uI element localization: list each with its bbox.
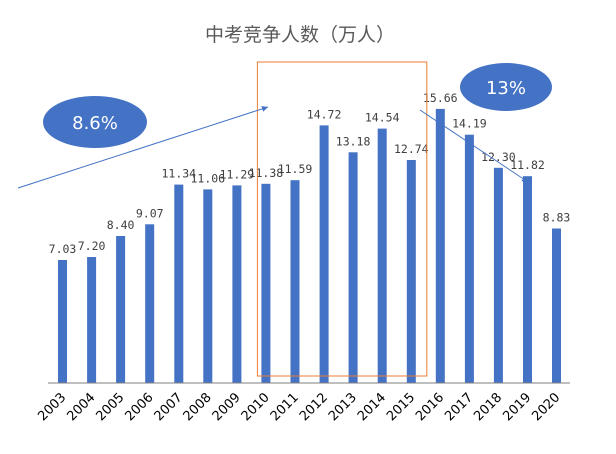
bar-2013 <box>348 152 358 383</box>
decline-bubble-shape <box>460 63 552 111</box>
x-axis-tick-labels: 2003200420052006200720082009201020112012… <box>35 390 563 424</box>
x-tick-2010: 2010 <box>239 390 273 424</box>
x-tick-2013: 2013 <box>326 390 360 424</box>
bar-2007 <box>174 184 184 383</box>
bar-2005 <box>116 236 126 383</box>
bar-series <box>58 108 561 384</box>
bar-2006 <box>145 224 155 383</box>
x-tick-2014: 2014 <box>355 390 389 424</box>
x-tick-2004: 2004 <box>64 390 98 424</box>
value-label-2011: 11.59 <box>278 162 313 176</box>
x-tick-2008: 2008 <box>181 390 215 424</box>
bar-2004 <box>87 257 97 383</box>
bar-2020 <box>552 228 561 383</box>
bar-2008 <box>203 189 213 383</box>
x-tick-2006: 2006 <box>123 390 157 424</box>
x-tick-2016: 2016 <box>413 390 447 424</box>
bar-2009 <box>232 185 242 383</box>
x-tick-2012: 2012 <box>297 390 331 424</box>
decline-trend-arrow <box>419 109 529 183</box>
bar-2011 <box>290 180 300 383</box>
value-label-2016: 15.66 <box>423 91 458 105</box>
x-tick-2018: 2018 <box>471 390 505 424</box>
x-tick-2017: 2017 <box>442 390 476 424</box>
growth-trend-arrow <box>17 105 269 189</box>
x-tick-2005: 2005 <box>93 390 127 424</box>
value-label-2012: 14.72 <box>307 107 342 121</box>
bar-2015 <box>406 160 416 383</box>
bar-2012 <box>319 125 329 384</box>
bar-2014 <box>377 128 387 383</box>
value-labels: 7.03 7.208.409.0711.3411.0611.2911.3811.5… <box>49 91 571 256</box>
value-label-2006: 9.07 <box>136 206 164 220</box>
growth-bubble: 8.6% <box>43 96 147 148</box>
bar-2017 <box>464 134 474 383</box>
value-label-2017: 14.19 <box>452 117 487 131</box>
value-label-2019: 11.82 <box>510 158 545 172</box>
x-tick-2020: 2020 <box>529 390 563 424</box>
bar-2018 <box>493 167 503 384</box>
value-label-2008: 11.06 <box>190 171 225 185</box>
growth-bubble-label: 8.6% <box>72 113 118 134</box>
growth-bubble-shape <box>43 96 147 148</box>
value-label-2003: 7.03 <box>49 242 77 256</box>
x-tick-2015: 2015 <box>384 390 418 424</box>
x-tick-2009: 2009 <box>210 390 244 424</box>
value-label-2007: 11.34 <box>161 167 196 181</box>
value-label-2020: 8.83 <box>543 211 571 225</box>
x-tick-2011: 2011 <box>268 390 302 424</box>
bar-2019 <box>523 176 532 383</box>
value-label-2013: 13.18 <box>336 134 371 148</box>
bar-2016 <box>435 108 445 384</box>
value-label-2009: 11.29 <box>220 167 255 181</box>
value-label-2018: 12.30 <box>481 150 516 164</box>
x-tick-2019: 2019 <box>500 390 534 424</box>
value-label-2014: 14.54 <box>365 111 400 125</box>
value-label-2015: 12.74 <box>394 142 429 156</box>
x-tick-2007: 2007 <box>152 390 186 424</box>
value-label-2005: 8.40 <box>107 218 135 232</box>
highlight-box <box>256 61 428 377</box>
decline-bubble: 13% <box>460 63 552 111</box>
bar-2010 <box>261 183 271 383</box>
bar-2003 <box>58 260 67 383</box>
x-tick-2003: 2003 <box>35 390 69 424</box>
decline-bubble-label: 13% <box>486 78 526 99</box>
value-label-2004: 7.20 <box>78 239 106 253</box>
chart-title: 中考竞争人数（万人） <box>205 24 395 46</box>
